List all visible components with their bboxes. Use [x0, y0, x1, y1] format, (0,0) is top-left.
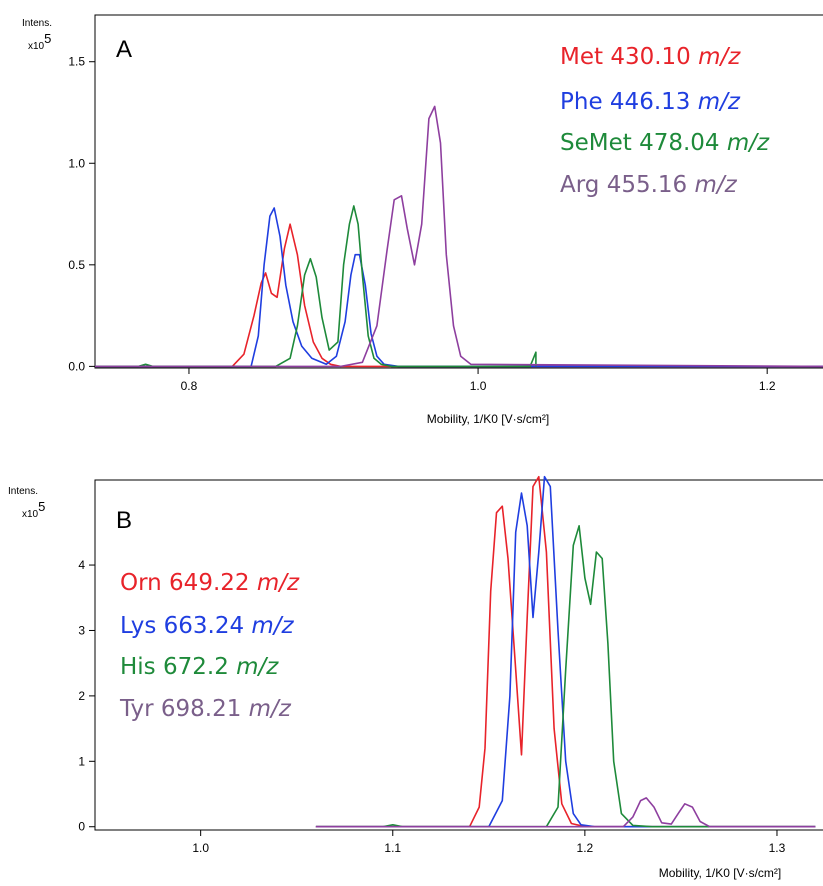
panel-a-label: A [116, 36, 132, 63]
legend-b-lys: Lys 663.24 m/z [120, 613, 295, 639]
series-line-b-orn [315, 475, 816, 828]
x-tick-label: 1.2 [759, 379, 776, 393]
x-tick-label: 1.3 [769, 841, 786, 855]
series-line-a-arg [95, 105, 823, 368]
panel-a-ylabel: Intens. [22, 18, 52, 29]
panel-a-y-axis: 0.0 0.5 1.0 1.5 [68, 55, 95, 373]
y-tick-label: 0.5 [68, 258, 85, 272]
legend-a-phe: Phe 446.13 m/z [560, 89, 741, 115]
y-tick-label: 3 [78, 623, 85, 637]
panel-b-legend: Orn 649.22 m/z Lys 663.24 m/z His 672.2 … [119, 570, 300, 722]
panel-a-xlabel: Mobility, 1/K0 [V·s/cm²] [427, 412, 549, 426]
y-tick-label: 1.0 [68, 156, 85, 170]
panel-b-ylabel-multiplier: x105 [22, 499, 45, 520]
y-tick-label: 0 [78, 820, 85, 834]
legend-a-semet: SeMet 478.04 m/z [560, 130, 770, 156]
panel-a: Intens. x105 A 0.0 0.5 1.0 1.5 0.8 1.0 1.2 Mo… [22, 14, 823, 426]
panel-b: Intens. x105 B 0 1 2 3 4 1.0 1.1 1.2 1.3 Mobili… [8, 475, 823, 880]
y-tick-label: 1.5 [68, 55, 85, 69]
panel-a-ylabel-multiplier: x105 [28, 31, 51, 52]
legend-a-arg: Arg 455.16 m/z [560, 172, 738, 198]
panel-a-frame [94, 14, 823, 369]
series-line-b-tyr [315, 797, 816, 828]
panel-b-label: B [116, 507, 132, 534]
y-tick-label: 1 [78, 754, 85, 768]
legend-b-tyr: Tyr 698.21 m/z [119, 696, 292, 722]
series-line-a-met [95, 223, 823, 368]
y-tick-label: 4 [78, 558, 85, 572]
series-line-b-lys [315, 475, 816, 828]
panel-a-x-axis: 0.8 1.0 1.2 [181, 368, 776, 393]
x-tick-label: 1.1 [384, 841, 401, 855]
legend-b-orn: Orn 649.22 m/z [120, 570, 300, 596]
legend-b-his: His 672.2 m/z [120, 654, 279, 680]
x-tick-label: 0.8 [181, 379, 198, 393]
x-tick-label: 1.0 [192, 841, 209, 855]
panel-b-y-axis: 0 1 2 3 4 [78, 558, 95, 834]
panel-a-series [95, 105, 823, 368]
series-line-b-his [315, 525, 816, 828]
y-tick-label: 0.0 [68, 359, 85, 373]
panel-b-xlabel: Mobility, 1/K0 [V·s/cm²] [659, 866, 781, 880]
series-line-a-semet [95, 205, 537, 368]
x-tick-label: 1.2 [577, 841, 594, 855]
panel-b-series [315, 475, 816, 828]
panel-b-ylabel: Intens. [8, 486, 38, 497]
series-line-a-phe [95, 207, 823, 368]
panel-a-legend: Met 430.10 m/z Phe 446.13 m/z SeMet 478.… [560, 44, 770, 198]
x-tick-label: 1.0 [470, 379, 487, 393]
panel-b-frame [94, 479, 823, 831]
legend-a-met: Met 430.10 m/z [560, 44, 741, 70]
y-tick-label: 2 [78, 689, 85, 703]
panel-b-x-axis: 1.0 1.1 1.2 1.3 [192, 830, 786, 855]
